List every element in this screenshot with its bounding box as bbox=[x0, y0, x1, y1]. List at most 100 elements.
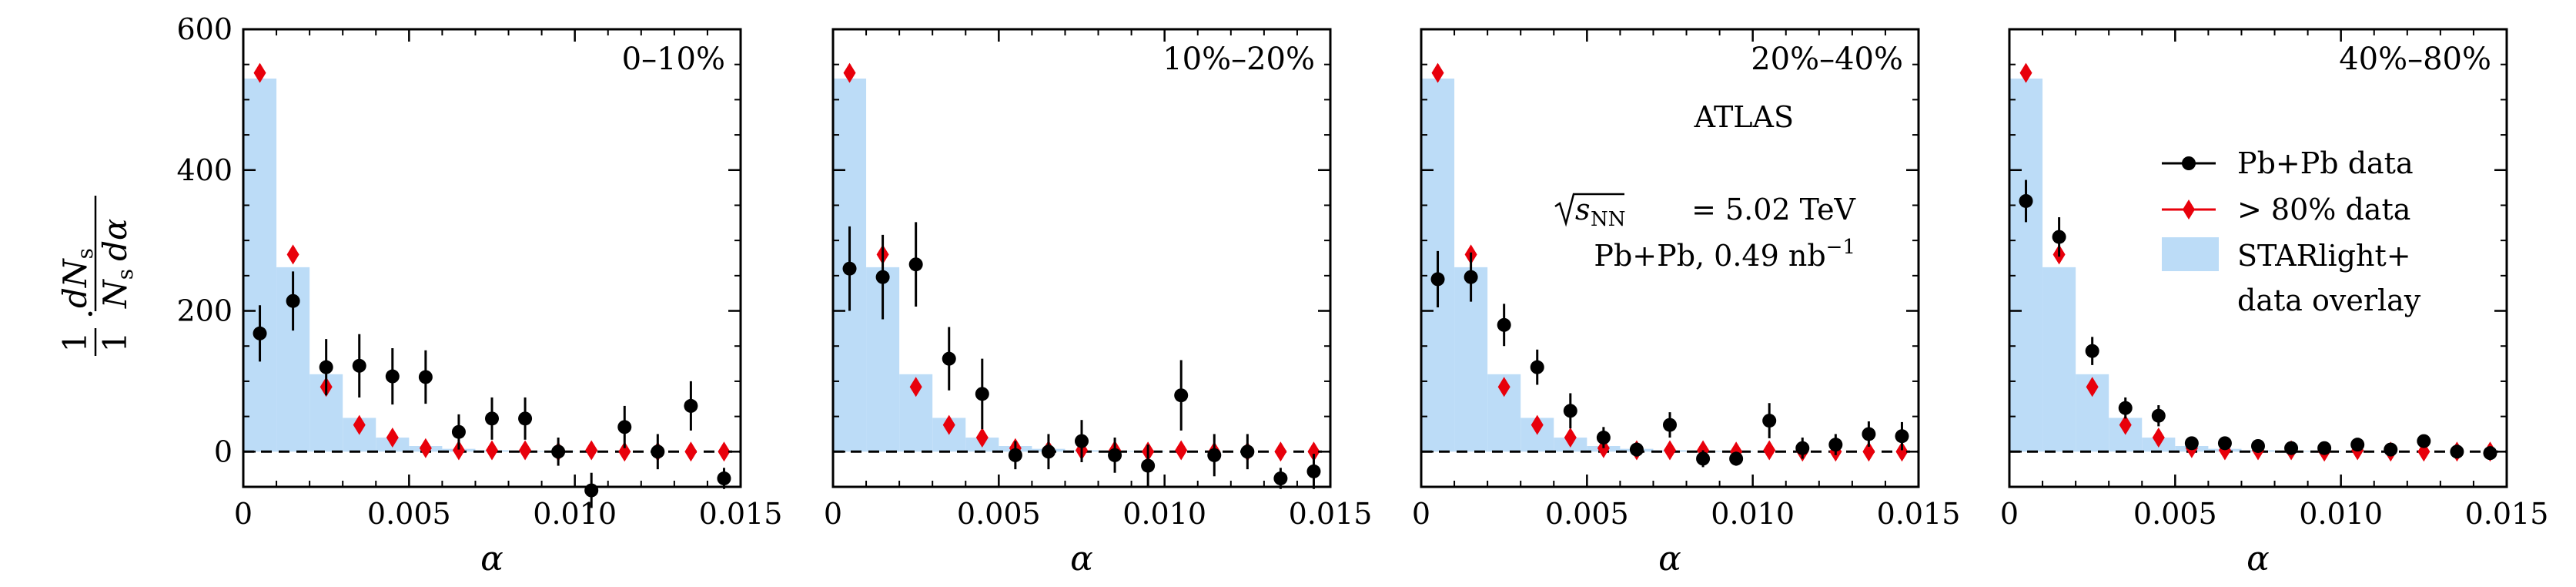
pbpb-point bbox=[1530, 360, 1544, 374]
sqrt-sign bbox=[1554, 193, 1624, 227]
pbpb-point bbox=[2450, 444, 2464, 459]
pbpb-point bbox=[942, 351, 956, 366]
x-tick-label: 0 bbox=[234, 497, 253, 531]
pbpb-point bbox=[1862, 427, 1876, 441]
x-tick-label: 0.005 bbox=[2133, 497, 2217, 531]
ref80-point bbox=[286, 244, 299, 265]
energy-label: = 5.02 TeV s NN bbox=[1554, 193, 1856, 231]
pbpb-point bbox=[2384, 442, 2398, 457]
panel-frame bbox=[2008, 28, 2508, 488]
ref80-point bbox=[975, 428, 989, 448]
pbpb-point bbox=[2417, 434, 2431, 448]
legend-ref80-marker bbox=[2183, 200, 2195, 220]
pbpb-point bbox=[1828, 438, 1843, 452]
ref80-point bbox=[1664, 440, 1676, 461]
panel-4: 0 0.005 0.010 0.015 α 40%–80% bbox=[2000, 28, 2548, 579]
ref80-point bbox=[1274, 441, 1287, 462]
pbpb-point bbox=[286, 294, 300, 308]
y-axis-title: 1 1 dNs Nsdα · bbox=[56, 196, 138, 356]
x-axis-title: α bbox=[2246, 539, 2270, 579]
dataset-label: Pb+Pb, 0.49 nb−1 bbox=[1594, 236, 1855, 273]
pbpb-point bbox=[1207, 448, 1222, 462]
pbpb-point bbox=[1008, 448, 1022, 462]
y-title-numerator: dNs bbox=[56, 248, 98, 308]
ref80-point bbox=[519, 440, 532, 461]
ref80-point bbox=[253, 62, 266, 83]
y-tick-label: 400 bbox=[176, 153, 233, 187]
legend-starlight-text-2: data overlay bbox=[2237, 283, 2421, 317]
centrality-label: 0–10% bbox=[622, 42, 725, 77]
experiment-label: ATLAS bbox=[1694, 100, 1794, 134]
ref80-point bbox=[452, 440, 465, 461]
legend-ref80-text: > 80% data bbox=[2237, 193, 2410, 226]
pbpb-point bbox=[617, 420, 632, 434]
pbpb-point bbox=[2085, 344, 2099, 358]
legend: Pb+Pb data > 80% data STARlight+ data ov… bbox=[2162, 146, 2421, 317]
energy-s: s bbox=[1575, 193, 1591, 226]
x-axis-title: α bbox=[480, 539, 503, 579]
legend-starlight-swatch bbox=[2162, 237, 2219, 271]
y-title-denominator-one: 1 bbox=[96, 332, 134, 353]
pbpb-point bbox=[1273, 471, 1288, 486]
panel-1: 0 200 400 600 0 0.005 0.010 0.015 α 0–10% bbox=[176, 12, 782, 579]
pbpb-point bbox=[908, 257, 923, 272]
pbpb-point bbox=[2052, 230, 2066, 244]
pbpb-point bbox=[385, 369, 400, 384]
dataset-sup: −1 bbox=[1826, 236, 1855, 259]
pbpb-point bbox=[2483, 446, 2497, 461]
panel-2: 0 0.005 0.010 0.015 α 10%–20% bbox=[824, 28, 1372, 579]
pbpb-series bbox=[2019, 179, 2497, 461]
pbpb-point bbox=[1696, 451, 1711, 466]
pbpb-point bbox=[717, 471, 731, 486]
ref80-point bbox=[618, 441, 631, 462]
panel-frame bbox=[242, 28, 742, 488]
x-tick-label: 0.005 bbox=[957, 497, 1041, 531]
starlight-histogram bbox=[2009, 78, 2341, 452]
y-tick-label: 200 bbox=[176, 294, 233, 328]
pbpb-series bbox=[842, 222, 1321, 489]
ref80-point bbox=[585, 440, 598, 461]
pbpb-point bbox=[842, 261, 857, 276]
ref80-point bbox=[1862, 441, 1875, 462]
ref80-point bbox=[2086, 377, 2099, 397]
x-tick-label: 0.010 bbox=[1122, 497, 1206, 531]
pbpb-point bbox=[418, 370, 433, 384]
legend-pbpb: Pb+Pb data bbox=[2162, 146, 2414, 180]
panel-3: 0 0.005 0.010 0.015 α 20%–40% bbox=[1412, 28, 1960, 579]
legend-starlight-text-1: STARlight+ bbox=[2237, 239, 2411, 273]
x-tick-label: 0.005 bbox=[1545, 497, 1629, 531]
pbpb-point bbox=[2217, 436, 2232, 451]
ref80-point bbox=[386, 428, 399, 448]
pbpb-point bbox=[1895, 429, 1909, 444]
starlight-bar bbox=[2042, 267, 2076, 452]
y-title-denominator: Ns dα bbox=[96, 219, 138, 309]
pbpb-point bbox=[875, 270, 890, 284]
energy-rest: = 5.02 TeV bbox=[1691, 193, 1855, 226]
pbpb-point bbox=[975, 387, 989, 401]
pbpb-point bbox=[1240, 444, 1255, 459]
ref80-point bbox=[942, 414, 955, 435]
starlight-bar bbox=[2009, 78, 2043, 452]
pbpb-point bbox=[253, 326, 267, 340]
pbpb-series bbox=[1430, 250, 1909, 468]
ref80-point bbox=[1895, 441, 1909, 462]
x-tick-label: 0 bbox=[824, 497, 842, 531]
pbpb-point bbox=[1430, 272, 1445, 287]
pbpb-point bbox=[1464, 270, 1478, 284]
pbpb-point bbox=[352, 358, 366, 373]
pbpb-point bbox=[1629, 442, 1644, 457]
energy-nn: NN bbox=[1591, 208, 1626, 231]
ref80-point bbox=[1531, 414, 1544, 435]
legend-pbpb-marker bbox=[2182, 156, 2196, 170]
pbpb-series bbox=[253, 271, 731, 508]
y-title-d-alpha: dα bbox=[96, 219, 134, 261]
centrality-label: 40%–80% bbox=[2339, 42, 2491, 77]
ref80-point bbox=[2152, 428, 2165, 448]
pbpb-point bbox=[2350, 438, 2365, 452]
pbpb-point bbox=[518, 411, 533, 426]
y-tick-label: 600 bbox=[176, 12, 233, 46]
ref80-point bbox=[1497, 377, 1510, 397]
ref80-point bbox=[2119, 414, 2132, 435]
y-title-dot: · bbox=[72, 309, 109, 319]
panel-frame bbox=[831, 28, 1332, 488]
